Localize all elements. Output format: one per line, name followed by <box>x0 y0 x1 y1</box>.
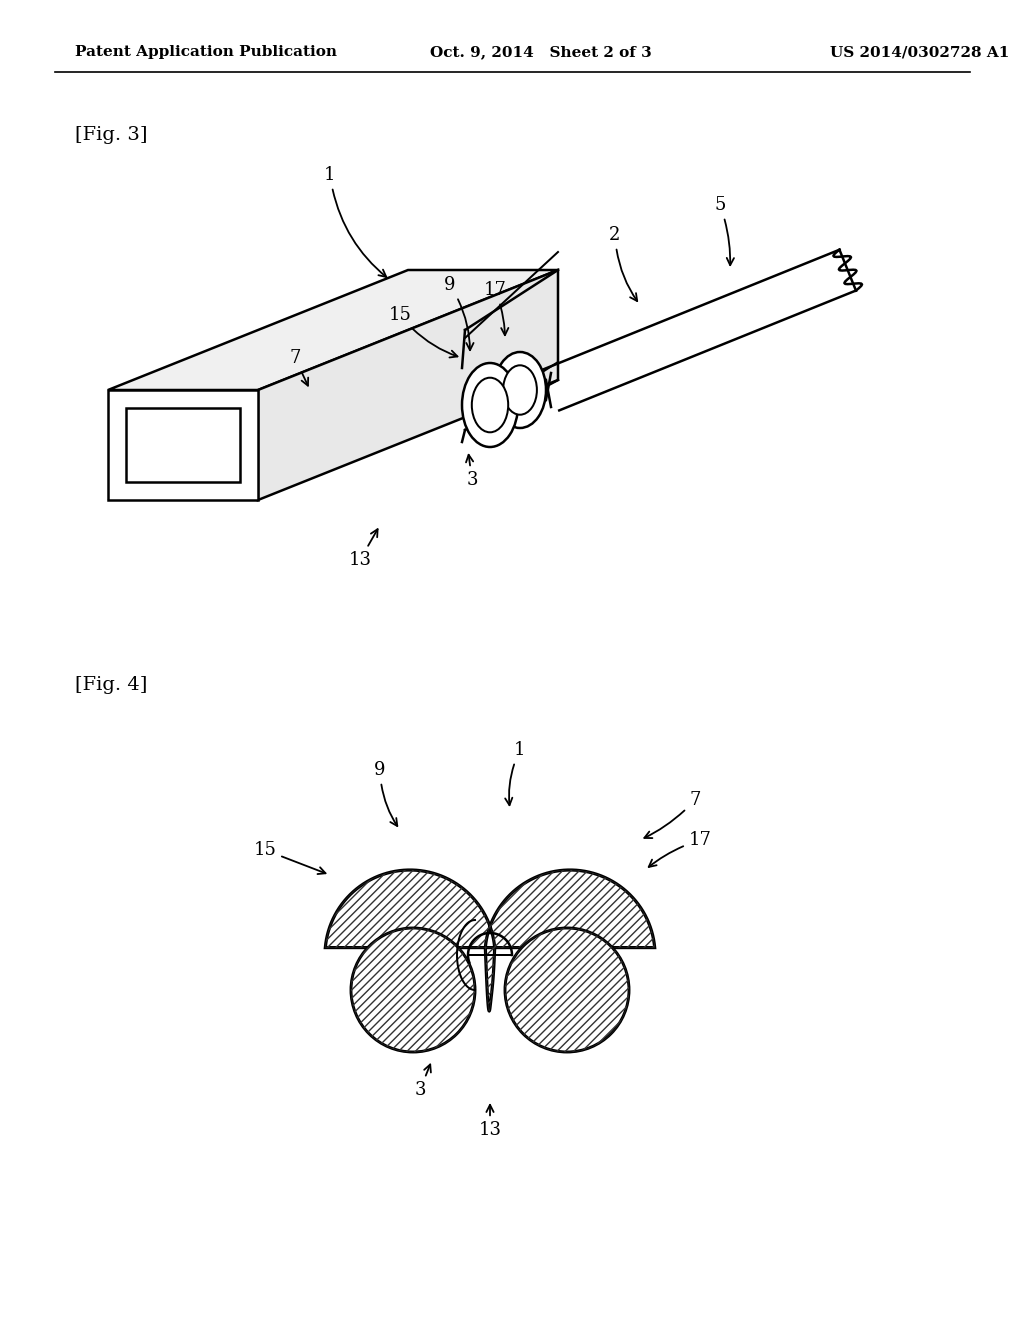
Text: 7: 7 <box>644 791 700 838</box>
Text: 15: 15 <box>254 841 326 874</box>
Text: 17: 17 <box>649 832 712 867</box>
Text: 17: 17 <box>483 281 508 335</box>
Polygon shape <box>126 408 240 482</box>
Ellipse shape <box>472 378 508 433</box>
Polygon shape <box>108 271 558 389</box>
Polygon shape <box>326 870 654 1011</box>
Ellipse shape <box>462 363 518 447</box>
Ellipse shape <box>503 366 537 414</box>
Circle shape <box>505 928 629 1052</box>
Text: 15: 15 <box>388 306 458 358</box>
Text: 3: 3 <box>415 1064 431 1100</box>
Text: 1: 1 <box>505 741 525 805</box>
Text: [Fig. 4]: [Fig. 4] <box>75 676 147 694</box>
Polygon shape <box>108 389 258 500</box>
Text: 2: 2 <box>609 226 637 301</box>
Text: 5: 5 <box>715 195 734 265</box>
Text: Patent Application Publication: Patent Application Publication <box>75 45 337 59</box>
Text: [Fig. 3]: [Fig. 3] <box>75 125 147 144</box>
Text: US 2014/0302728 A1: US 2014/0302728 A1 <box>830 45 1010 59</box>
Text: 11: 11 <box>127 432 161 453</box>
Text: 9: 9 <box>374 762 397 826</box>
Ellipse shape <box>494 352 546 428</box>
Text: 9: 9 <box>444 276 473 350</box>
Text: Oct. 9, 2014   Sheet 2 of 3: Oct. 9, 2014 Sheet 2 of 3 <box>430 45 651 59</box>
Text: 13: 13 <box>478 1105 502 1139</box>
Polygon shape <box>258 271 558 500</box>
Text: 7: 7 <box>290 348 308 385</box>
Text: 1: 1 <box>325 166 386 277</box>
Circle shape <box>351 928 475 1052</box>
Text: 13: 13 <box>348 529 378 569</box>
Text: 3: 3 <box>466 455 478 488</box>
